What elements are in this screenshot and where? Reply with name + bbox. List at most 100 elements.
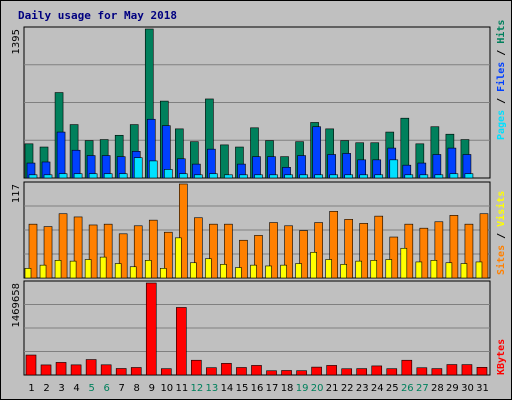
bar-pages-day-2 xyxy=(43,174,53,179)
bar-kbytes-day-26 xyxy=(401,359,413,376)
x-tick-label-day-8: 8 xyxy=(134,383,140,394)
bar-visits-day-23 xyxy=(355,260,363,279)
bar-sites-day-27 xyxy=(419,227,429,279)
bar-files-day-22 xyxy=(342,153,351,179)
bar-sites-day-23 xyxy=(359,223,369,279)
chart-title: Daily usage for May 2018 xyxy=(18,9,177,22)
bar-sites-day-18 xyxy=(284,225,293,279)
bar-kbytes-day-11 xyxy=(176,307,187,376)
bar-visits-day-12 xyxy=(190,262,197,279)
bar-visits-day-5 xyxy=(84,259,92,279)
bar-sites-day-1 xyxy=(28,223,38,279)
legend-hits: Hits xyxy=(495,20,507,44)
bar-pages-day-24 xyxy=(374,174,384,179)
bar-kbytes-day-14 xyxy=(221,363,232,376)
bar-visits-day-22 xyxy=(340,264,347,279)
bar-kbytes-day-9 xyxy=(145,282,157,376)
bar-visits-day-11 xyxy=(175,237,182,279)
bar-sites-day-6 xyxy=(103,223,113,279)
bar-pages-day-13 xyxy=(209,173,218,179)
bar-visits-day-4 xyxy=(69,260,77,279)
bar-kbytes-day-31 xyxy=(476,366,488,376)
bar-sites-day-12 xyxy=(194,217,203,279)
bar-sites-day-5 xyxy=(88,224,98,279)
bar-visits-day-28 xyxy=(430,260,438,279)
legend-panel-0-separator: / xyxy=(496,92,507,110)
legend-kbytes: KBytes xyxy=(496,339,507,375)
bar-sites-day-10 xyxy=(163,231,173,279)
bar-pages-day-6 xyxy=(103,173,113,179)
bar-sites-day-2 xyxy=(43,226,53,279)
bar-kbytes-day-12 xyxy=(191,359,202,376)
bar-pages-day-17 xyxy=(269,174,278,179)
bar-visits-day-16 xyxy=(250,264,257,279)
x-tick-label-day-22: 22 xyxy=(341,383,354,394)
bar-sites-day-15 xyxy=(239,239,248,279)
bar-pages-day-5 xyxy=(88,173,98,179)
panel-1-ymax-label: 117 xyxy=(11,184,22,203)
bar-kbytes-day-19 xyxy=(296,370,307,376)
bar-visits-day-18 xyxy=(280,264,287,279)
legend-sites: Sites xyxy=(495,245,507,275)
bar-visits-day-19 xyxy=(295,263,302,279)
bar-pages-day-8 xyxy=(133,157,143,179)
panel-2-ymax-label: 1469658 xyxy=(11,283,22,328)
legend-files: Files xyxy=(495,62,507,92)
bar-sites-day-21 xyxy=(329,211,338,279)
x-tick-label-day-7: 7 xyxy=(119,383,125,394)
bar-visits-day-6 xyxy=(99,256,107,279)
bar-kbytes-day-8 xyxy=(130,367,142,376)
bar-visits-day-13 xyxy=(205,258,212,279)
bar-kbytes-day-6 xyxy=(100,364,112,376)
x-tick-label-day-3: 3 xyxy=(58,383,64,394)
bar-pages-day-21 xyxy=(329,174,338,179)
bar-visits-day-24 xyxy=(370,260,378,279)
bar-sites-day-16 xyxy=(254,235,263,279)
bar-pages-day-18 xyxy=(284,174,293,179)
bar-kbytes-day-28 xyxy=(431,368,443,376)
bar-pages-day-16 xyxy=(254,174,263,179)
bar-pages-day-14 xyxy=(224,174,233,179)
bar-kbytes-day-15 xyxy=(236,367,247,376)
bar-pages-day-19 xyxy=(299,174,308,179)
bar-pages-day-15 xyxy=(239,174,248,179)
bar-pages-day-1 xyxy=(28,174,38,179)
bar-kbytes-day-20 xyxy=(311,366,322,376)
bar-kbytes-day-23 xyxy=(356,368,368,376)
x-tick-label-day-15: 15 xyxy=(236,383,249,394)
bar-kbytes-day-7 xyxy=(115,368,127,376)
bar-visits-day-7 xyxy=(114,263,122,279)
bar-files-day-3 xyxy=(56,131,66,179)
x-tick-label-day-5: 5 xyxy=(88,383,94,394)
bar-kbytes-day-25 xyxy=(386,368,398,376)
bar-visits-day-21 xyxy=(325,259,332,279)
x-tick-label-day-25: 25 xyxy=(386,383,399,394)
bar-pages-day-30 xyxy=(464,173,474,179)
bar-visits-day-15 xyxy=(235,267,242,279)
bar-files-day-20 xyxy=(312,126,321,179)
bar-visits-day-31 xyxy=(475,261,483,279)
bar-sites-day-14 xyxy=(224,223,233,279)
bar-pages-day-23 xyxy=(359,174,369,179)
bar-kbytes-day-21 xyxy=(326,365,337,376)
x-tick-label-day-21: 21 xyxy=(326,383,339,394)
x-tick-label-day-26: 26 xyxy=(401,383,414,394)
bar-visits-day-26 xyxy=(400,247,408,279)
x-tick-label-day-1: 1 xyxy=(28,383,34,394)
bar-sites-day-4 xyxy=(73,216,83,279)
bar-kbytes-day-3 xyxy=(55,362,67,376)
bar-pages-day-27 xyxy=(419,174,429,179)
x-tick-label-day-20: 20 xyxy=(311,383,324,394)
bar-pages-day-9 xyxy=(148,160,158,179)
bar-kbytes-day-17 xyxy=(266,370,277,376)
bar-visits-day-29 xyxy=(445,262,453,279)
x-tick-label-day-30: 30 xyxy=(461,383,474,394)
bar-hits-day-14 xyxy=(220,144,229,179)
bar-pages-day-28 xyxy=(434,174,444,179)
bar-visits-day-8 xyxy=(129,266,137,279)
bar-visits-day-3 xyxy=(54,260,62,279)
x-tick-label-day-18: 18 xyxy=(281,383,294,394)
legend-visits: Visits xyxy=(495,191,507,227)
